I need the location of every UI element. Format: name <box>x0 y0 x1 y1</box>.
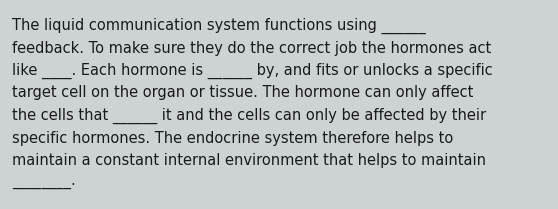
Text: ________.: ________. <box>12 176 76 190</box>
Text: specific hormones. The endocrine system therefore helps to: specific hormones. The endocrine system … <box>12 130 453 145</box>
Text: maintain a constant internal environment that helps to maintain: maintain a constant internal environment… <box>12 153 486 168</box>
Text: feedback. To make sure they do the correct job the hormones act: feedback. To make sure they do the corre… <box>12 41 491 56</box>
Text: The liquid communication system functions using ______: The liquid communication system function… <box>12 18 426 34</box>
Text: target cell on the organ or tissue. The hormone can only affect: target cell on the organ or tissue. The … <box>12 85 473 101</box>
Text: like ____. Each hormone is ______ by, and fits or unlocks a specific: like ____. Each hormone is ______ by, an… <box>12 63 493 79</box>
Text: the cells that ______ it and the cells can only be affected by their: the cells that ______ it and the cells c… <box>12 108 486 124</box>
